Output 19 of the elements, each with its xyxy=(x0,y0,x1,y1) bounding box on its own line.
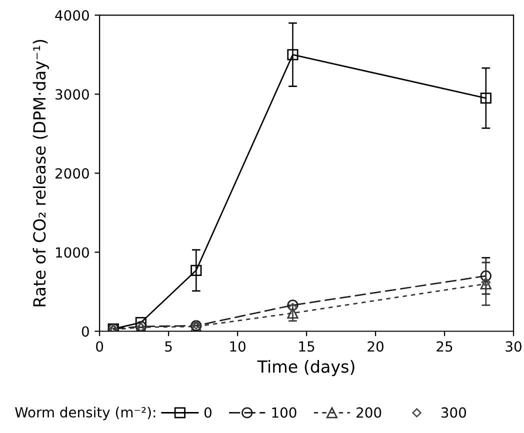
x-tick-label: 15 xyxy=(299,341,314,352)
x-tick-label: 25 xyxy=(436,341,452,352)
y-tick-label: 2000 xyxy=(56,168,89,179)
x-tick-label: 5 xyxy=(165,341,172,352)
legend-label: 100 xyxy=(272,407,296,418)
x-tick-label: 30 xyxy=(506,341,522,352)
legend-title: Worm density (m⁻²): xyxy=(15,406,156,420)
y-axis-title: Rate of CO₂ release (DPM·day⁻¹) xyxy=(32,40,49,306)
y-tick-label: 0 xyxy=(82,326,89,337)
y-tick-label: 3000 xyxy=(56,89,89,100)
legend-label: 200 xyxy=(356,407,382,418)
y-tick-label: 4000 xyxy=(55,10,89,21)
legend-label: 300 xyxy=(441,407,466,418)
x-axis-title: Time (days) xyxy=(257,360,354,376)
legend-label: 0 xyxy=(204,407,212,418)
x-tick-label: 10 xyxy=(230,341,246,352)
x-tick-label: 20 xyxy=(368,341,384,352)
y-tick-label: 1000 xyxy=(56,247,89,258)
x-tick-label: 0 xyxy=(96,341,104,352)
